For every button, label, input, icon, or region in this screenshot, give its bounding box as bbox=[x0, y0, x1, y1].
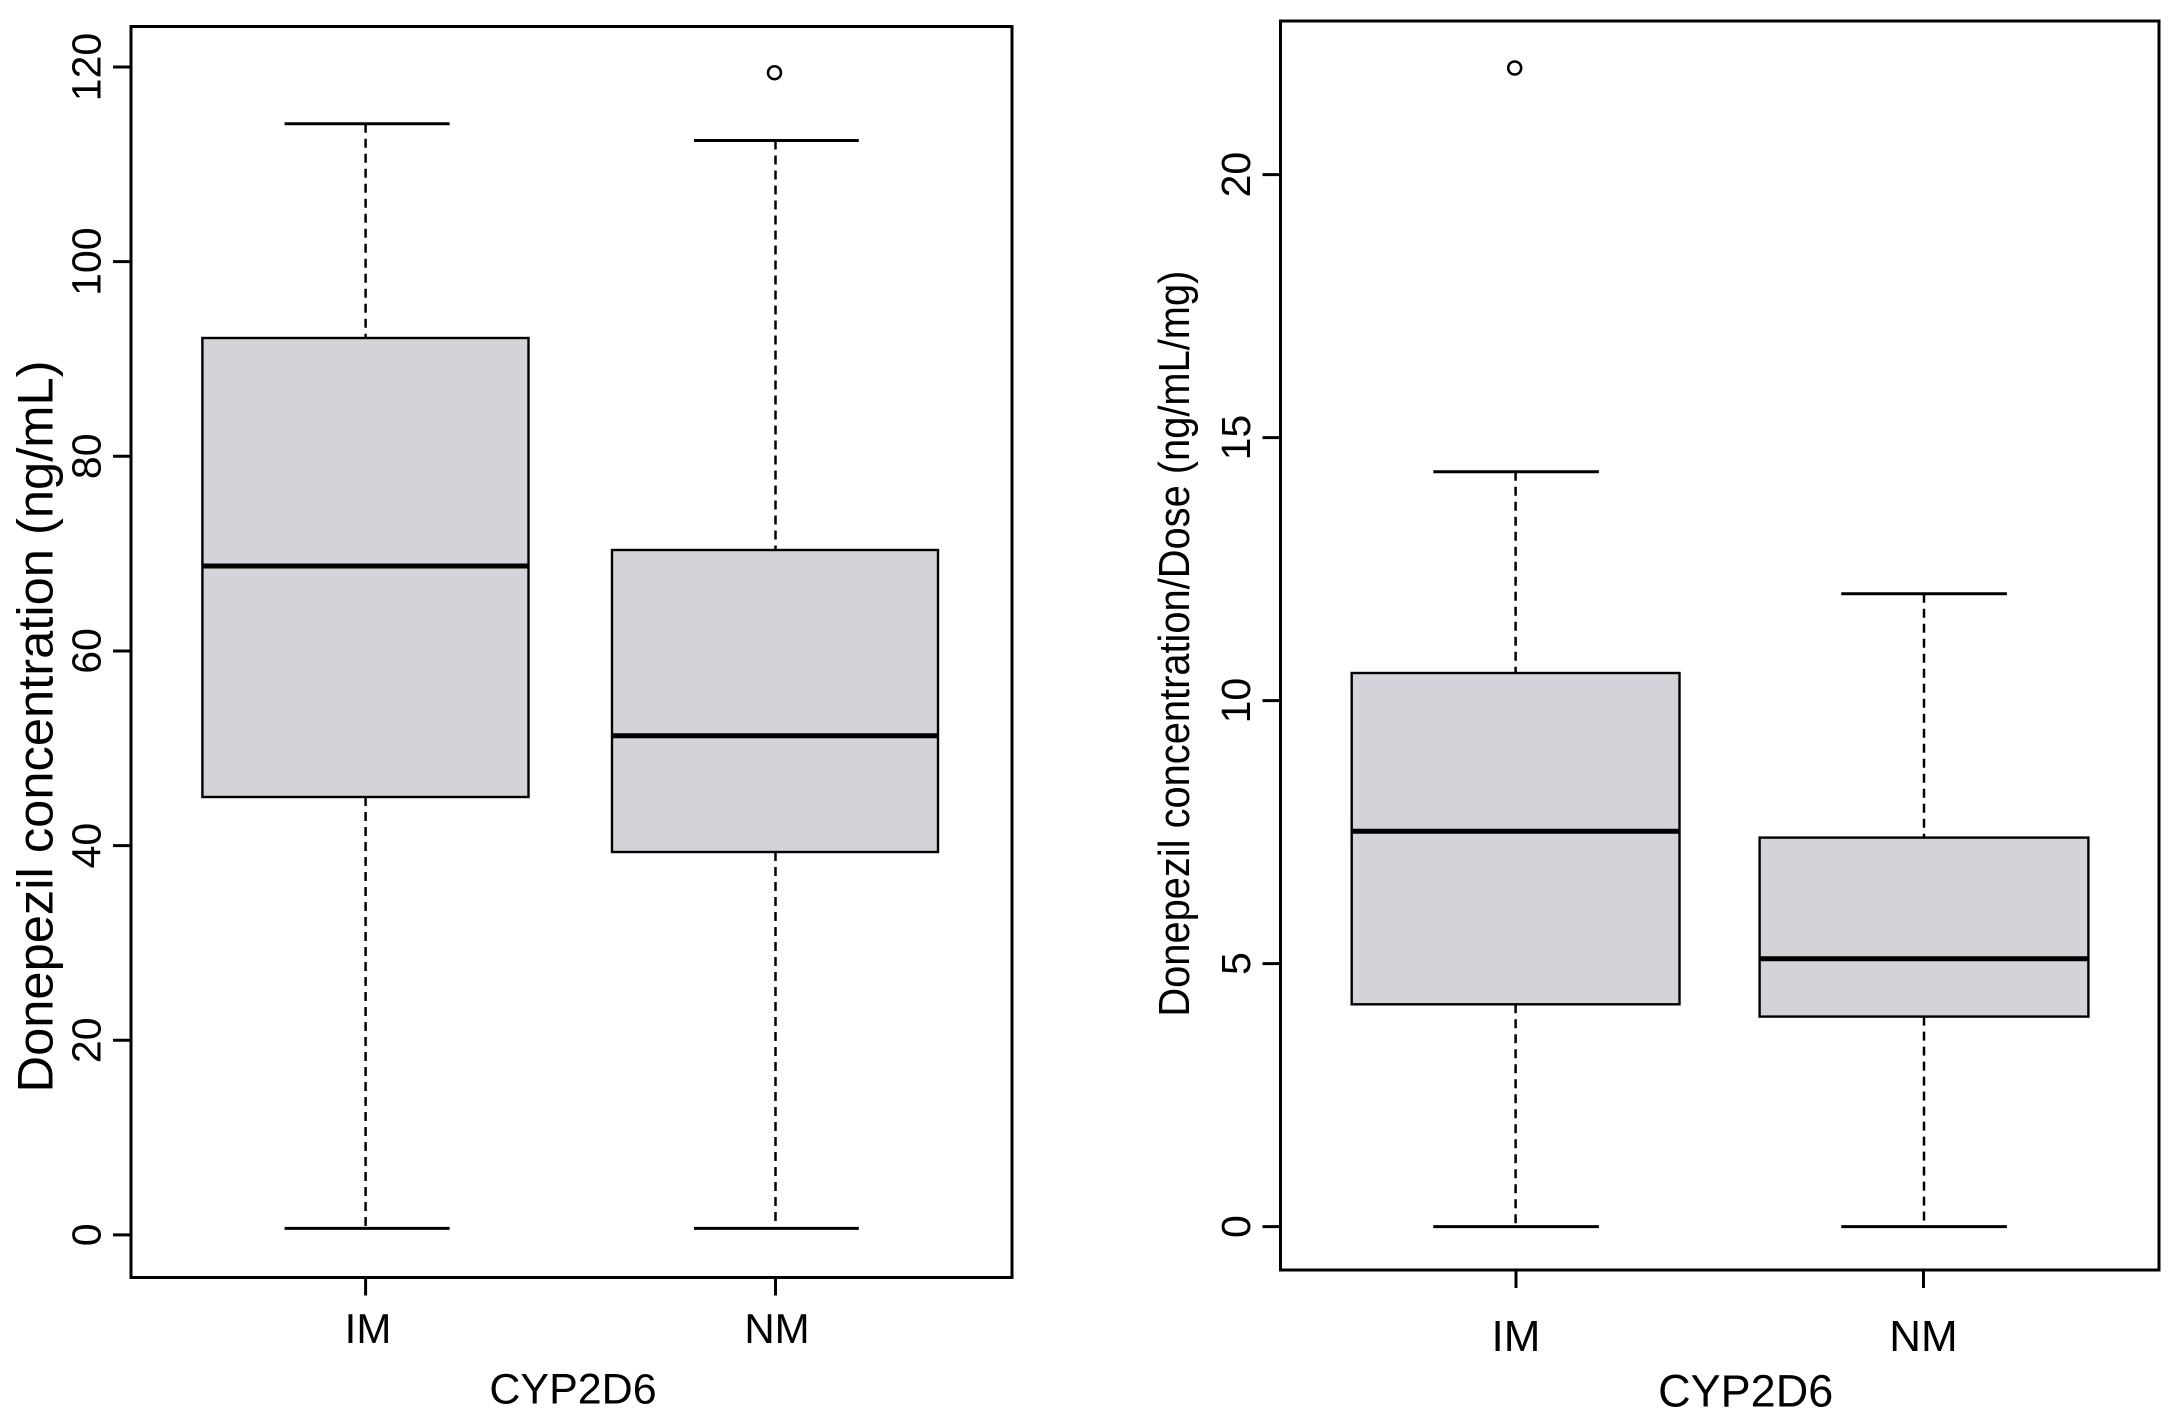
svg-text:0: 0 bbox=[64, 1223, 110, 1246]
svg-text:100: 100 bbox=[64, 227, 110, 295]
svg-text:80: 80 bbox=[64, 433, 110, 479]
svg-text:60: 60 bbox=[64, 628, 110, 674]
svg-text:Donepezil concentration (ng/mL: Donepezil concentration (ng/mL) bbox=[8, 360, 64, 1092]
svg-text:CYP2D6: CYP2D6 bbox=[489, 1365, 656, 1413]
svg-text:40: 40 bbox=[64, 823, 110, 869]
svg-text:120: 120 bbox=[64, 33, 110, 101]
svg-text:5: 5 bbox=[1213, 952, 1259, 975]
svg-text:NM: NM bbox=[744, 1305, 809, 1352]
svg-text:15: 15 bbox=[1213, 415, 1259, 461]
svg-text:10: 10 bbox=[1213, 678, 1259, 724]
svg-text:0: 0 bbox=[1213, 1215, 1259, 1238]
svg-text:IM: IM bbox=[1492, 1312, 1541, 1361]
svg-text:NM: NM bbox=[1889, 1312, 1957, 1361]
svg-text:CYP2D6: CYP2D6 bbox=[1658, 1365, 1833, 1416]
svg-text:IM: IM bbox=[345, 1305, 392, 1352]
svg-text:Donepezil concentration/Dose (: Donepezil concentration/Dose (ng/mL/mg) bbox=[1150, 271, 1199, 1017]
svg-text:20: 20 bbox=[1213, 152, 1259, 198]
svg-text:20: 20 bbox=[64, 1017, 110, 1063]
